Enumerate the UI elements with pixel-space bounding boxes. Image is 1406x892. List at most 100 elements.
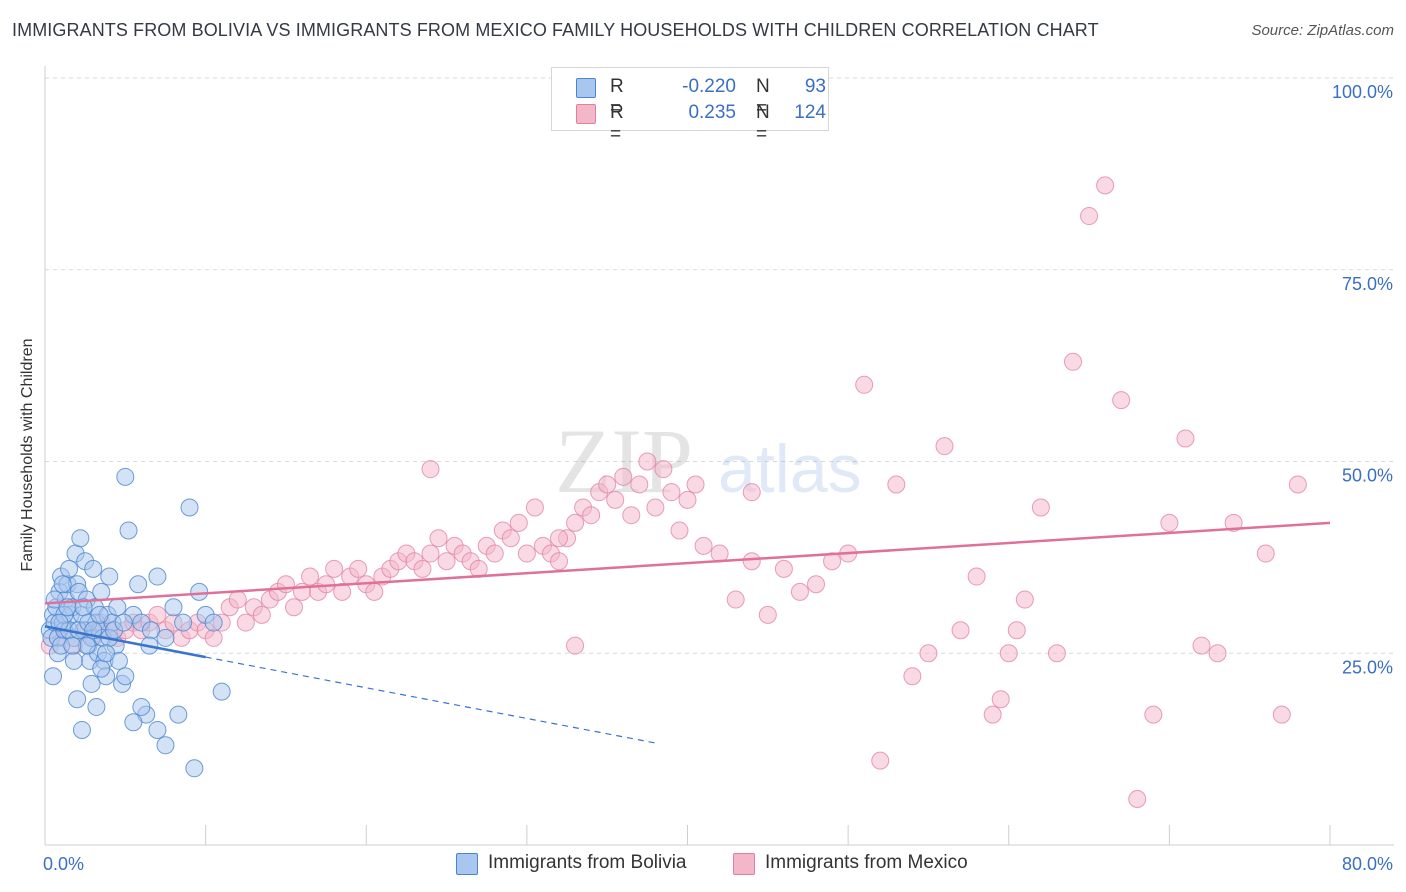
mexico-point <box>148 605 167 624</box>
mexico-point <box>654 460 673 479</box>
bolivia-point <box>148 567 167 586</box>
bolivia-point <box>92 582 111 601</box>
mexico-point <box>726 590 745 609</box>
mexico-point <box>421 460 440 479</box>
mexico-point <box>437 552 456 571</box>
mexico-point <box>646 498 665 517</box>
mexico-point <box>501 529 520 548</box>
mexico-point <box>622 506 641 525</box>
watermark-atlas: atlas <box>718 431 862 507</box>
bolivia-point <box>71 529 90 548</box>
bolivia-point <box>82 674 101 693</box>
mexico-point <box>236 613 255 632</box>
mexico-point <box>638 452 657 471</box>
bolivia-point <box>156 628 175 647</box>
mexico-point <box>999 644 1018 663</box>
mexico-point <box>325 559 344 578</box>
bolivia-point <box>84 559 103 578</box>
bolivia-point <box>156 736 175 755</box>
mexico-point <box>1144 705 1163 724</box>
mexico-point <box>1031 498 1050 517</box>
mexico-point <box>1224 513 1243 532</box>
mexico-point <box>1160 513 1179 532</box>
bolivia-point <box>190 582 209 601</box>
bolivia-point <box>212 682 231 701</box>
mexico-point <box>550 529 568 548</box>
bolivia-point <box>185 759 204 778</box>
trend-lines <box>44 521 1331 744</box>
mexico-point <box>1007 621 1026 640</box>
legend-r-value: 0.235 <box>688 102 736 123</box>
axes <box>44 66 1394 846</box>
bolivia-point <box>50 613 69 632</box>
bolivia-point <box>72 720 91 739</box>
mexico-point <box>284 598 303 617</box>
mexico-points <box>40 176 1307 808</box>
mexico-point <box>566 636 585 655</box>
mexico-point <box>1208 644 1227 663</box>
bolivia-point <box>204 613 223 632</box>
bolivia-point <box>100 567 119 586</box>
bolivia-point <box>169 705 188 724</box>
mexico-point <box>550 552 568 571</box>
mexico-point <box>1192 636 1211 655</box>
correlation-legend: R = -0.220 N = 93 R = 0.235 N = 124 <box>551 67 829 145</box>
bolivia-point <box>124 713 143 732</box>
legend-n-label: N = <box>756 76 770 119</box>
y-tick-label: 50.0% <box>1342 466 1393 486</box>
mexico-point <box>252 605 271 624</box>
x-tick-label: 0.0% <box>43 854 84 874</box>
mexico-point <box>582 506 601 525</box>
legend-swatch-mexico <box>576 104 596 124</box>
bottom-legend-swatch-mexico <box>733 853 755 875</box>
mexico-point <box>413 559 432 578</box>
mexico-point <box>1272 705 1291 724</box>
mexico-point <box>228 590 247 609</box>
mexico-point <box>1176 429 1195 448</box>
mexico-point <box>903 667 922 686</box>
mexico-point <box>1080 207 1099 226</box>
source-credit: Source: ZipAtlas.com <box>1251 22 1394 39</box>
mexico-point <box>871 751 890 770</box>
gridlines <box>45 77 1394 654</box>
mexico-point <box>365 582 384 601</box>
bolivia-point <box>53 575 72 594</box>
mexico-point <box>333 582 352 601</box>
mexico-point <box>807 575 825 594</box>
legend-r-label: R = <box>610 102 624 145</box>
mexico-point <box>421 544 440 563</box>
mexico-point <box>1128 789 1147 808</box>
bolivia-point <box>63 636 82 655</box>
mexico-point <box>983 705 1002 724</box>
mexico-point <box>429 529 448 548</box>
mexico-point <box>670 521 689 540</box>
mexico-point <box>774 559 793 578</box>
bolivia-point <box>116 667 135 686</box>
mexico-point <box>485 544 504 563</box>
bolivia-point <box>174 613 193 632</box>
mexico-point <box>742 552 761 571</box>
bolivia-point <box>114 613 133 632</box>
mexico-point <box>935 437 954 456</box>
mexico-point <box>991 690 1010 709</box>
mexico-point <box>919 644 938 663</box>
bolivia-point <box>92 659 111 678</box>
mexico-point <box>1047 644 1066 663</box>
bolivia-point <box>132 697 151 716</box>
mexico-point <box>790 582 809 601</box>
mexico-point <box>614 467 633 486</box>
mexico-point <box>598 475 617 494</box>
bolivia-point <box>129 575 148 594</box>
y-tick-label: 25.0% <box>1342 657 1393 677</box>
mexico-point <box>967 567 986 586</box>
bolivia-point <box>44 667 63 686</box>
mexico-trend-line <box>44 521 1331 605</box>
bolivia-point <box>148 720 167 739</box>
bottom-legend-label-mexico: Immigrants from Mexico <box>765 852 968 873</box>
bolivia-point <box>97 644 116 663</box>
bolivia-point <box>108 598 127 617</box>
mexico-point <box>742 483 761 502</box>
bolivia-trend-line <box>44 625 206 659</box>
y-tick-label: 75.0% <box>1342 274 1393 294</box>
mexico-point <box>606 490 625 509</box>
